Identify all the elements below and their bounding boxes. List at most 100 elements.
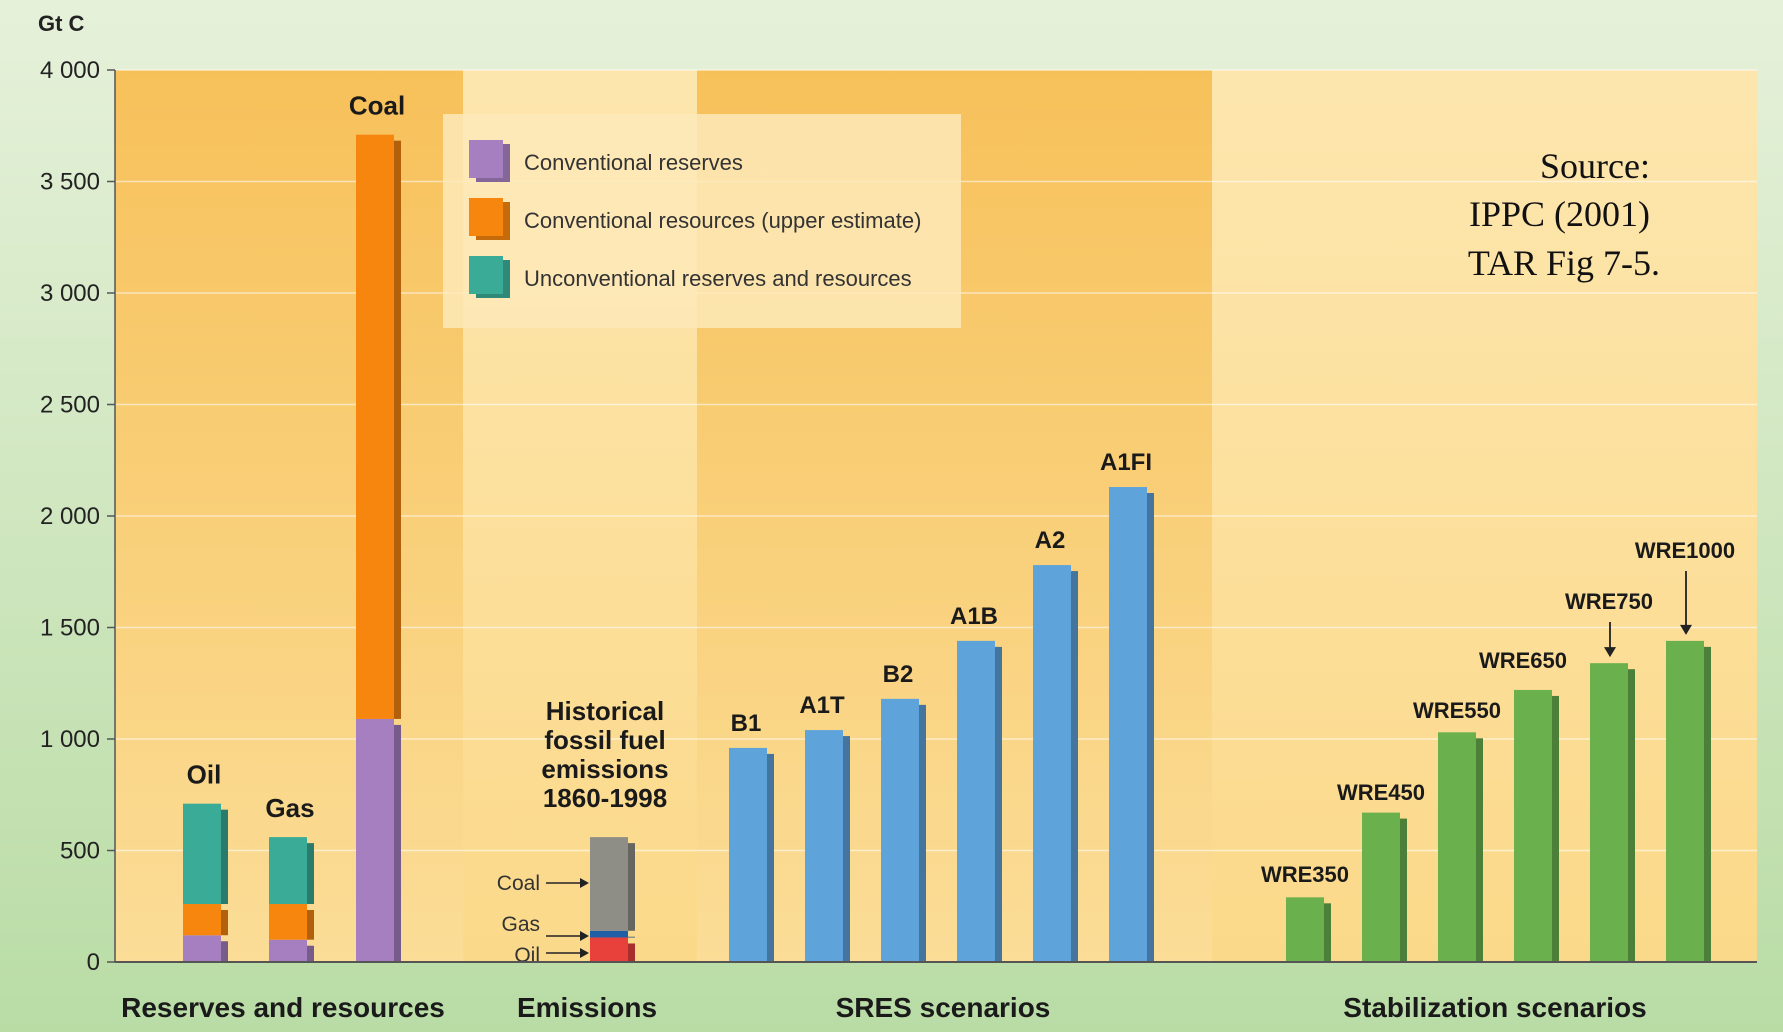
y-tick-label: 3 500 [40,169,100,196]
stabilization-bar-face [1666,640,1704,962]
stabilization-label: WRE450 [1337,780,1425,805]
sres-bar [1033,565,1078,962]
segment-conventional-resources-face [183,904,221,936]
segment-unconventional-side [221,809,228,905]
legend-label: Conventional reserves [524,150,743,175]
sres-label: B1 [731,710,762,737]
stabilization-bar-face [1590,663,1628,962]
y-tick-label: 1 500 [40,615,100,642]
group-label: Reserves and resources [121,992,445,1023]
source-line-3: TAR Fig 7-5. [1468,243,1660,283]
bar-label: Coal [349,91,405,121]
stabilization-bar-side [1324,903,1331,962]
group-labels: Reserves and resources Emissions SRES scen… [121,992,1647,1023]
segment-conventional-reserves-face [356,718,394,962]
stabilization-bar-face [1514,689,1552,962]
segment-gas-side [628,936,635,938]
legend-label: Conventional resources (upper estimate) [524,208,921,233]
segment-unconventional [183,803,228,905]
segment-conventional-reserves-side [221,941,228,962]
stabilization-bar [1438,732,1483,962]
segment-coal-face [590,837,628,931]
segment-conventional-reserves [356,718,401,962]
segment-unconventional-face [183,803,221,905]
segment-unconventional-face [269,837,307,905]
sres-bar-side [1071,571,1078,962]
source-line-2: IPPC (2001) [1469,194,1650,234]
sres-bar-side [767,753,774,962]
bar-sres-b1 [729,747,774,962]
segment-unconventional [269,837,314,905]
bar-label: Oil [187,760,222,790]
stabilization-bar-side [1628,669,1635,962]
segment-conventional-resources-face [356,134,394,719]
sres-bar-side [843,736,850,962]
segment-gas-face [590,930,628,938]
stabilization-label: WRE550 [1413,698,1501,723]
sres-bar-side [995,646,1002,962]
stabilization-bar [1286,897,1331,962]
bar-historical-emissions [590,837,635,962]
stabilization-bar-face [1362,812,1400,962]
legend-label: Unconventional reserves and resources [524,266,912,291]
bar-sres-b2 [881,698,926,962]
sres-bar [957,640,1002,962]
y-tick-label: 2 500 [40,392,100,419]
emissions-label-coal: Coal [497,872,540,895]
legend-swatch [469,256,503,294]
segment-conventional-reserves [269,939,314,962]
bar-sres-a1fi [1109,487,1154,962]
sres-label: A1T [799,692,845,719]
y-tick-label: 4 000 [40,57,100,84]
segment-oil-side [628,943,635,962]
sres-bar [881,698,926,962]
segment-conventional-reserves [183,935,228,962]
bar-wre550 [1438,732,1483,962]
stabilization-bar [1514,689,1559,962]
bar-wre1000 [1666,640,1711,962]
emissions-title-line: emissions [541,754,668,784]
segment-conventional-resources [269,904,314,940]
group-label: Emissions [517,992,657,1023]
segment-unconventional-side [307,843,314,905]
stabilization-bar-face [1438,732,1476,962]
source-line-1: Source: [1540,146,1650,186]
legend-swatch [469,198,503,236]
sres-label: A2 [1035,527,1066,554]
segment-coal-side [628,843,635,931]
bar-wre650 [1514,689,1559,962]
sres-bar-side [1147,493,1154,962]
sres-bar [1109,487,1154,962]
emissions-title-line: fossil fuel [544,725,665,755]
segment-conventional-reserves-side [307,945,314,962]
segment-conventional-reserves-side [394,724,401,962]
y-tick-label: 2 000 [40,503,100,530]
segment-conventional-reserves-face [183,935,221,962]
bar-wre450 [1362,812,1407,962]
stabilization-label: WRE1000 [1635,538,1735,563]
stabilization-bar [1666,640,1711,962]
arrowhead [580,948,589,958]
pointer-arrowhead [1604,647,1616,658]
pointer-arrowhead [1680,624,1692,635]
emissions-title-line: Historical [546,696,665,726]
legend-swatch [469,140,503,178]
sres-bar-face [881,698,919,962]
stabilization-bar [1590,663,1635,962]
sres-bar-face [957,640,995,962]
sres-label: A1B [950,603,998,630]
stabilization-bar-face [1286,897,1324,962]
bar-oil [183,803,228,962]
segment-gas [590,930,635,938]
y-tick-label: 0 [87,949,100,976]
bar-wre750 [1590,663,1635,962]
bar-wre350 [1286,897,1331,962]
sres-bar-face [805,730,843,962]
segment-conventional-resources-face [269,904,307,940]
y-tick-label: 500 [60,838,100,865]
y-tick-label: 3 000 [40,280,100,307]
stabilization-bar-side [1704,646,1711,962]
segment-conventional-reserves-face [269,939,307,962]
